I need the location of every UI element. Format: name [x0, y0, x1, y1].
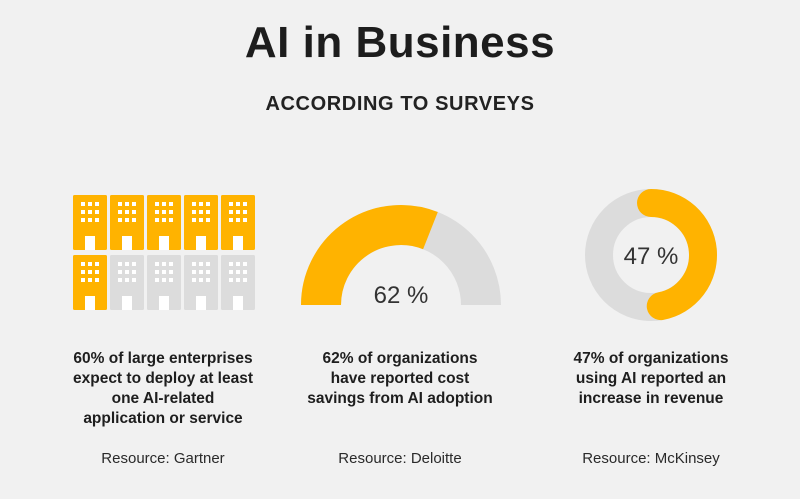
buildings-pictogram: [73, 195, 255, 310]
building-icon: [110, 195, 144, 250]
stat-description: 47% of organizations using AI reported a…: [521, 349, 781, 409]
stat-description-line: application or service: [83, 410, 243, 427]
page-title: AI in Business: [244, 18, 556, 67]
stat-description-line: 60% of large enterprises: [73, 350, 253, 367]
donut-value-arc: [637, 189, 717, 321]
gauge-chart: 62 %: [301, 205, 501, 309]
building-icon: [147, 195, 181, 250]
stat-source: Resource: McKinsey: [582, 450, 720, 467]
building-icon: [221, 255, 255, 310]
stat-card-gartner: 60% of large enterprises expect to deplo…: [33, 0, 293, 499]
stat-card-mckinsey: 47 % 47% of organizations using AI repor…: [521, 0, 781, 499]
stat-source: Resource: Gartner: [101, 450, 225, 467]
donut-value-label: 47 %: [624, 243, 679, 270]
building-icon: [73, 255, 107, 310]
stat-description-line: expect to deploy at least: [72, 370, 254, 387]
stat-card-deloitte: 62 % 62% of organizations have reported …: [270, 0, 530, 499]
building-icon: [110, 255, 144, 310]
stat-description: 60% of large enterprises expect to deplo…: [33, 349, 293, 429]
stat-description-line: increase in revenue: [578, 390, 724, 407]
building-icon: [221, 195, 255, 250]
stat-description-line: have reported cost: [330, 370, 470, 387]
building-icon: [184, 255, 218, 310]
donut-chart: 47 %: [585, 189, 717, 321]
stat-description: 62% of organizations have reported cost …: [270, 349, 530, 409]
building-icon: [184, 195, 218, 250]
stat-description-line: one AI-related: [111, 390, 215, 407]
stat-description-line: savings from AI adoption: [307, 390, 493, 407]
building-icon: [147, 255, 181, 310]
page-subtitle: ACCORDING TO SURVEYS: [265, 93, 535, 115]
stat-description-line: 62% of organizations: [322, 350, 478, 367]
stat-description-line: using AI reported an: [575, 370, 727, 387]
building-icon: [73, 195, 107, 250]
stat-source: Resource: Deloitte: [338, 450, 462, 467]
stat-description-line: 47% of organizations: [573, 350, 729, 367]
gauge-value-arc: [301, 205, 438, 306]
gauge-value-label: 62 %: [374, 282, 429, 309]
